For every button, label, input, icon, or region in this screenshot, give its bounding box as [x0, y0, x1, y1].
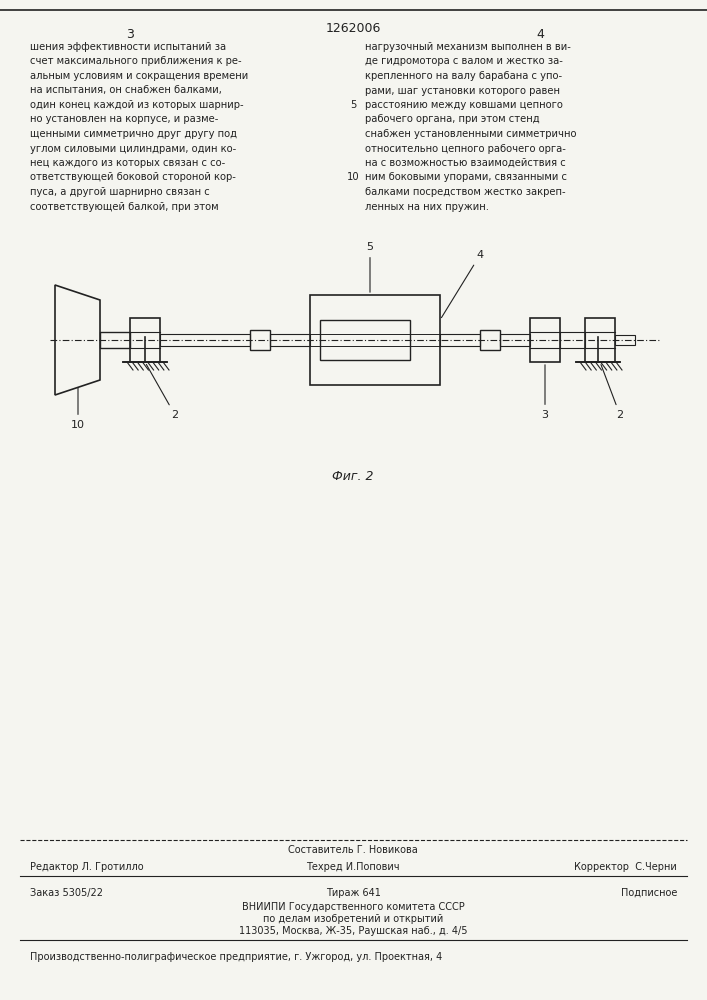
- Text: 3: 3: [126, 28, 134, 41]
- Text: рами, шаг установки которого равен: рами, шаг установки которого равен: [365, 86, 560, 96]
- Text: нагрузочный механизм выполнен в ви-: нагрузочный механизм выполнен в ви-: [365, 42, 571, 52]
- Text: балками посредством жестко закреп-: балками посредством жестко закреп-: [365, 187, 566, 197]
- Text: Заказ 5305/22: Заказ 5305/22: [30, 888, 103, 898]
- Text: Корректор  С.Черни: Корректор С.Черни: [574, 862, 677, 872]
- Text: относительно цепного рабочего орга-: относительно цепного рабочего орга-: [365, 143, 566, 153]
- Text: 5: 5: [350, 100, 356, 110]
- Text: 10: 10: [346, 172, 359, 182]
- Bar: [585, 318, 615, 362]
- Text: нец каждого из которых связан с со-: нец каждого из которых связан с со-: [30, 158, 226, 168]
- Text: 3: 3: [542, 365, 549, 420]
- Text: Редактор Л. Гротилло: Редактор Л. Гротилло: [30, 862, 144, 872]
- Text: 2: 2: [601, 365, 624, 420]
- Text: Фиг. 2: Фиг. 2: [332, 470, 374, 483]
- Bar: [615, 335, 635, 345]
- Text: ответствующей боковой стороной кор-: ответствующей боковой стороной кор-: [30, 172, 236, 182]
- Bar: [530, 318, 560, 362]
- Text: 4: 4: [441, 250, 484, 318]
- Bar: [440, 334, 480, 346]
- Text: 1262006: 1262006: [325, 22, 380, 35]
- Text: 2: 2: [146, 364, 179, 420]
- Text: Производственно-полиграфическое предприятие, г. Ужгород, ул. Проектная, 4: Производственно-полиграфическое предприя…: [30, 952, 443, 962]
- Bar: [480, 330, 500, 350]
- Bar: [560, 332, 585, 348]
- Text: на с возможностью взаимодействия с: на с возможностью взаимодействия с: [365, 158, 566, 168]
- Text: углом силовыми цилиндрами, один ко-: углом силовыми цилиндрами, один ко-: [30, 143, 236, 153]
- Bar: [100, 332, 130, 348]
- Bar: [500, 334, 530, 346]
- Text: альным условиям и сокращения времени: альным условиям и сокращения времени: [30, 71, 248, 81]
- Text: щенными симметрично друг другу под: щенными симметрично друг другу под: [30, 129, 237, 139]
- Text: по делам изобретений и открытий: по делам изобретений и открытий: [263, 914, 443, 924]
- Text: шения эффективности испытаний за: шения эффективности испытаний за: [30, 42, 226, 52]
- Text: 10: 10: [71, 388, 85, 430]
- Text: соответствующей балкой, при этом: соответствующей балкой, при этом: [30, 202, 218, 212]
- Text: на испытания, он снабжен балками,: на испытания, он снабжен балками,: [30, 86, 222, 96]
- Text: 113035, Москва, Ж-35, Раушская наб., д. 4/5: 113035, Москва, Ж-35, Раушская наб., д. …: [239, 926, 467, 936]
- Text: ВНИИПИ Государственного комитета СССР: ВНИИПИ Государственного комитета СССР: [242, 902, 464, 912]
- Text: де гидромотора с валом и жестко за-: де гидромотора с валом и жестко за-: [365, 56, 563, 66]
- Bar: [310, 295, 440, 385]
- Text: Составитель Г. Новикова: Составитель Г. Новикова: [288, 845, 418, 855]
- Bar: [160, 334, 250, 346]
- Text: Тираж 641: Тираж 641: [325, 888, 380, 898]
- Bar: [270, 334, 310, 346]
- Text: пуса, а другой шарнирно связан с: пуса, а другой шарнирно связан с: [30, 187, 210, 197]
- Text: Техред И.Попович: Техред И.Попович: [306, 862, 399, 872]
- Text: 4: 4: [536, 28, 544, 41]
- Bar: [320, 320, 410, 360]
- Text: но установлен на корпусе, и разме-: но установлен на корпусе, и разме-: [30, 114, 218, 124]
- Text: один конец каждой из которых шарнир-: один конец каждой из которых шарнир-: [30, 100, 244, 110]
- Bar: [250, 330, 270, 350]
- Text: ним боковыми упорами, связанными с: ним боковыми упорами, связанными с: [365, 172, 567, 182]
- Text: расстоянию между ковшами цепного: расстоянию между ковшами цепного: [365, 100, 563, 110]
- Bar: [130, 318, 160, 362]
- Text: 5: 5: [366, 242, 373, 292]
- Text: Подписное: Подписное: [621, 888, 677, 898]
- Bar: [310, 334, 440, 346]
- Text: снабжен установленными симметрично: снабжен установленными симметрично: [365, 129, 576, 139]
- Text: рабочего органа, при этом стенд: рабочего органа, при этом стенд: [365, 114, 539, 124]
- Text: ленных на них пружин.: ленных на них пружин.: [365, 202, 489, 212]
- Text: крепленного на валу барабана с упо-: крепленного на валу барабана с упо-: [365, 71, 562, 81]
- Text: счет максимального приближения к ре-: счет максимального приближения к ре-: [30, 56, 242, 66]
